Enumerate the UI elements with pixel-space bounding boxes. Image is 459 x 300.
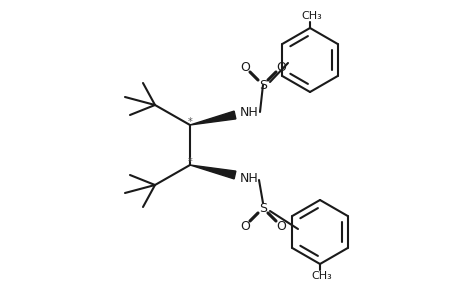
- Text: NH: NH: [239, 106, 258, 118]
- Text: O: O: [240, 61, 249, 74]
- Text: CH₃: CH₃: [311, 271, 332, 281]
- Text: CH₃: CH₃: [301, 11, 322, 21]
- Text: O: O: [275, 220, 285, 232]
- Text: *: *: [187, 117, 192, 127]
- Text: S: S: [258, 79, 266, 92]
- Text: *: *: [187, 157, 192, 167]
- Text: O: O: [275, 61, 285, 74]
- Text: S: S: [258, 202, 266, 214]
- Text: NH: NH: [239, 172, 258, 184]
- Polygon shape: [190, 111, 235, 125]
- Polygon shape: [190, 165, 235, 179]
- Text: O: O: [240, 220, 249, 232]
